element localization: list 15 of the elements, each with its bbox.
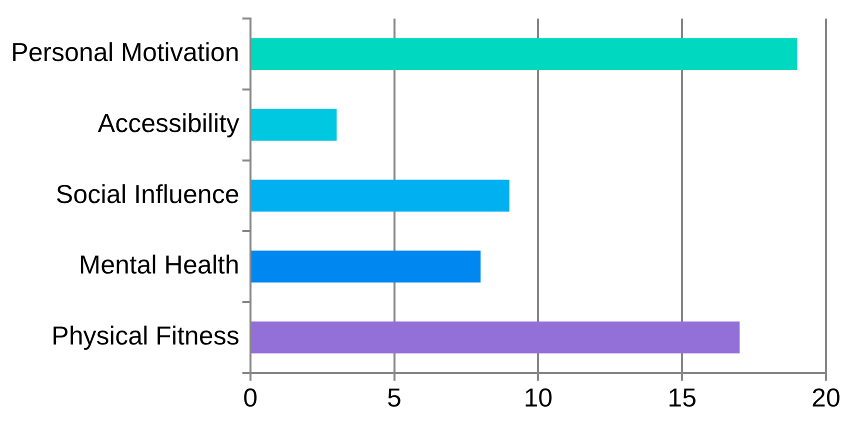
y-tick-label: Physical Fitness xyxy=(51,320,240,351)
x-tick-label: 5 xyxy=(387,382,402,413)
bar xyxy=(251,108,337,141)
bar xyxy=(251,180,510,212)
x-tick-label: 0 xyxy=(243,382,258,413)
x-tick-label: 10 xyxy=(524,382,553,413)
y-tick-label: Accessibility xyxy=(98,108,240,138)
x-tick-label: 15 xyxy=(668,382,697,413)
x-tick-label: 20 xyxy=(812,382,840,413)
y-tick-label: Social Influence xyxy=(56,178,240,209)
bar xyxy=(251,38,798,70)
y-tick-label: Personal Motivation xyxy=(10,37,240,68)
bar xyxy=(251,250,481,282)
bar xyxy=(251,321,740,354)
y-tick-label: Mental Health xyxy=(78,250,240,280)
